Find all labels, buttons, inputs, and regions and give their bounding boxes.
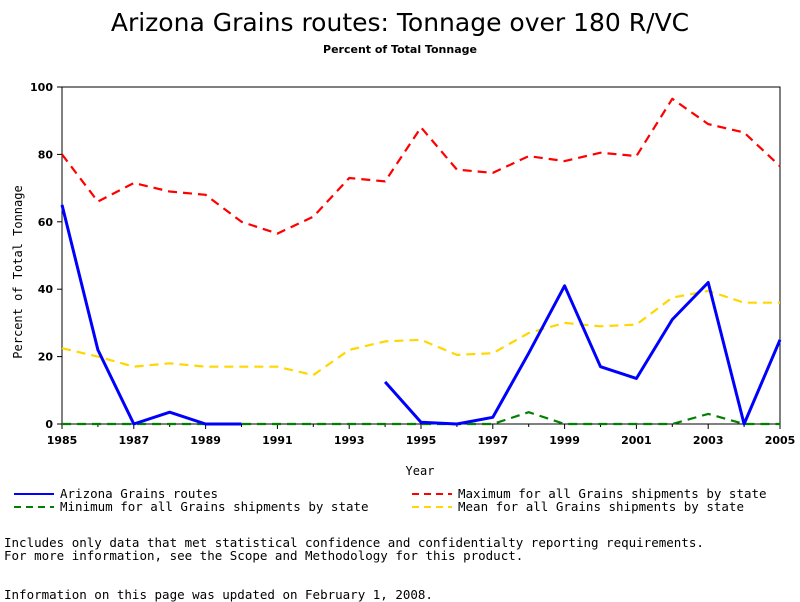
- series-layer: [60, 97, 782, 426]
- y-tick-label: 60: [38, 216, 54, 229]
- y-tick-label: 100: [30, 81, 53, 94]
- y-axis-label: Percent of Total Tonnage: [11, 185, 25, 358]
- x-tick-label: 2001: [621, 434, 652, 447]
- series-line-arizona-grains-routes: [60, 204, 242, 426]
- note-confidence: Includes only data that met statistical …: [4, 535, 704, 550]
- x-tick-label: 1991: [262, 434, 293, 447]
- x-tick-label: 1999: [549, 434, 580, 447]
- legend: Arizona Grains routes Minimum for all Gr…: [14, 486, 767, 514]
- y-tick-label: 20: [38, 351, 54, 364]
- legend-label-arizona: Arizona Grains routes: [60, 486, 218, 501]
- y-tick-label: 40: [38, 283, 54, 296]
- x-tick-label: 1995: [406, 434, 437, 447]
- x-tick-label: 1985: [47, 434, 78, 447]
- chart-subtitle: Percent of Total Tonnage: [323, 43, 477, 56]
- x-tick-label: 2005: [765, 434, 796, 447]
- x-tick-label: 1997: [477, 434, 508, 447]
- y-axis: 0 20 40 60 80 100: [30, 81, 62, 431]
- x-axis-label: Year: [406, 464, 435, 478]
- note-methodology: For more information, see the Scope and …: [4, 548, 524, 563]
- x-tick-label: 2003: [693, 434, 724, 447]
- series-line-minimum-for-all-grains-shipments-by-state: [62, 411, 780, 426]
- series-line-maximum-for-all-grains-shipments-by-state: [61, 97, 781, 235]
- series-line-mean-for-all-grains-shipments-by-state: [61, 289, 780, 377]
- x-tick-label: 1989: [190, 434, 221, 447]
- legend-label-minimum: Minimum for all Grains shipments by stat…: [60, 499, 369, 514]
- legend-label-maximum: Maximum for all Grains shipments by stat…: [458, 486, 767, 501]
- series-line-arizona-grains-routes: [383, 281, 782, 426]
- y-tick-label: 80: [38, 148, 54, 161]
- legend-label-mean: Mean for all Grains shipments by state: [458, 499, 744, 514]
- chart-title: Arizona Grains routes: Tonnage over 180 …: [111, 8, 689, 37]
- x-tick-label: 1987: [118, 434, 149, 447]
- y-tick-label: 0: [45, 418, 53, 431]
- x-tick-label: 1993: [334, 434, 365, 447]
- plot-area: [61, 86, 781, 425]
- note-updated: Information on this page was updated on …: [4, 587, 433, 602]
- x-axis: 1985 1987 1989 1991 1993 1995 1997 1999 2001 2003…: [47, 424, 796, 447]
